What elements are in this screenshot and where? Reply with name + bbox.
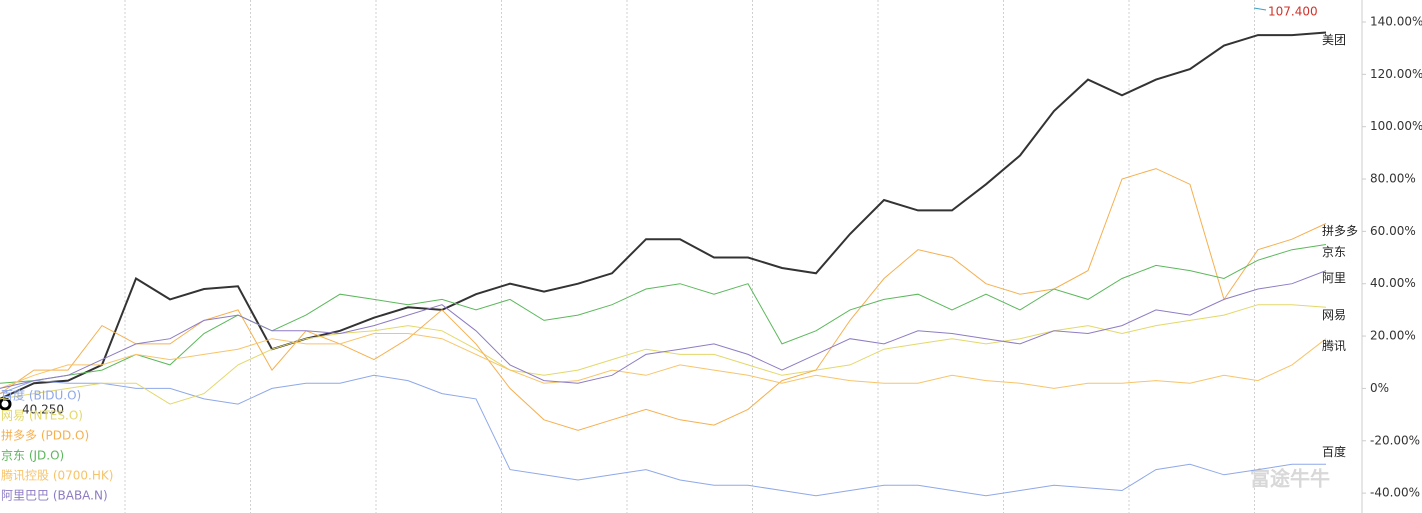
- legend-entry: 百度 (BIDU.O): [1, 388, 81, 403]
- annotation: 107.400: [1268, 5, 1318, 19]
- y-tick-label: 100.00%: [1370, 119, 1422, 133]
- y-tick-label: 0%: [1370, 381, 1389, 395]
- annotation-arrow: [1253, 7, 1267, 11]
- cursor-marker: [0, 397, 12, 411]
- end-label: 美团: [1322, 33, 1346, 47]
- end-label: 百度: [1322, 444, 1346, 459]
- y-tick-label: 60.00%: [1370, 224, 1416, 238]
- end-label: 网易: [1322, 308, 1346, 322]
- y-tick-label: 80.00%: [1370, 172, 1416, 186]
- y-tick-label: 140.00%: [1370, 14, 1422, 28]
- y-tick-label: 120.00%: [1370, 67, 1422, 81]
- series-line: [0, 304, 1327, 405]
- end-label: 阿里: [1322, 271, 1346, 285]
- series-line: [0, 31, 1327, 400]
- annotation: 40.250: [22, 403, 64, 417]
- end-label: 京东: [1322, 245, 1346, 259]
- series-line: [0, 168, 1327, 431]
- legend-entry: 京东 (JD.O): [1, 449, 64, 463]
- y-tick-label: 40.00%: [1370, 276, 1416, 290]
- y-tick-label: -20.00%: [1370, 433, 1420, 447]
- series-line: [0, 333, 1327, 389]
- legend-entry: 网易 (NTES.O): [1, 409, 83, 423]
- series-line: [0, 374, 1326, 497]
- legend-entry: 阿里巴巴 (BABA.N): [1, 489, 108, 503]
- end-label: 拼多多: [1322, 224, 1358, 238]
- plot: 140.00% 120.00% 100.00% 80.00% 60.00% 40.00% 2…: [0, 14, 1422, 503]
- end-label: 腾讯: [1322, 338, 1346, 353]
- y-tick-label: -40.00%: [1370, 486, 1420, 500]
- legend-entry: 腾讯控股 (0700.HK): [1, 468, 113, 483]
- watermark: 富途牛牛: [1250, 467, 1330, 491]
- series-line: [0, 244, 1327, 384]
- legend-entry: 拼多多 (PDD.O): [1, 429, 89, 443]
- y-tick-label: 20.00%: [1370, 329, 1416, 343]
- series-line: [0, 270, 1327, 389]
